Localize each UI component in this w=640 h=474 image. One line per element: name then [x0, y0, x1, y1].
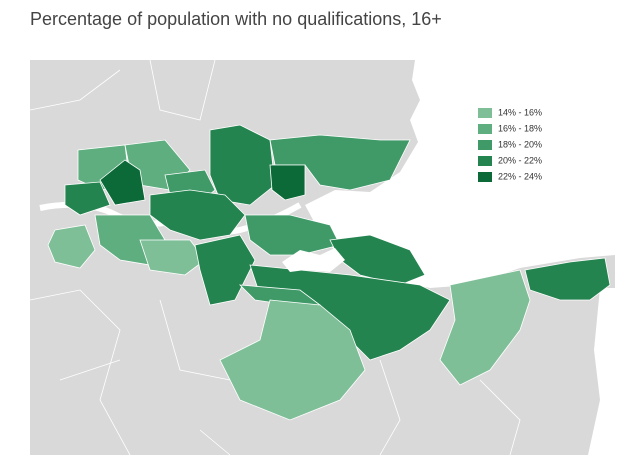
regions — [47, 124, 611, 421]
region — [269, 164, 306, 201]
region — [139, 239, 206, 276]
legend-label: 20% - 22% — [498, 155, 542, 165]
region — [244, 214, 341, 256]
legend-swatch — [478, 140, 492, 150]
legend-swatch — [478, 124, 492, 134]
legend-swatch — [478, 156, 492, 166]
boundaries — [29, 59, 521, 456]
island-water — [282, 248, 345, 272]
legend-label: 14% - 16% — [498, 107, 542, 117]
region — [524, 257, 611, 301]
region — [219, 299, 366, 421]
legend-swatch — [478, 172, 492, 182]
region — [64, 181, 111, 216]
region — [194, 234, 256, 306]
region — [209, 124, 276, 206]
legend-label: 18% - 20% — [498, 139, 542, 149]
region — [439, 269, 531, 386]
legend-label: 22% - 24% — [498, 171, 542, 181]
region — [47, 224, 96, 269]
legend: 14% - 16% 16% - 18% 18% - 20% 20% - 22% 22% … — [478, 107, 542, 182]
region — [329, 234, 426, 286]
sea-east — [588, 288, 615, 455]
legend-swatch — [478, 108, 492, 118]
region — [99, 159, 146, 206]
sea — [305, 60, 615, 288]
map — [29, 59, 615, 456]
region — [149, 189, 246, 241]
legend-label: 16% - 18% — [498, 123, 542, 133]
title: Percentage of population with no qualifi… — [30, 9, 442, 29]
